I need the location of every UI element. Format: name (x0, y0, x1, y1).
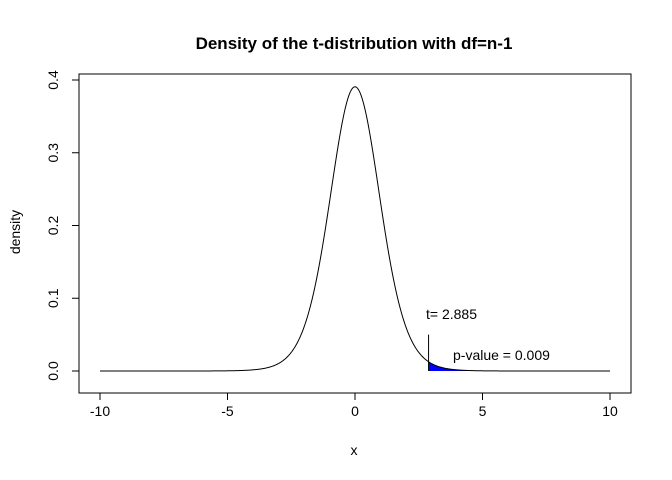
x-tick-label: 10 (602, 403, 618, 419)
p-value-shaded-tail (428, 361, 483, 371)
x-tick-label: -5 (221, 403, 234, 419)
p-value-label: p-value = 0.009 (453, 347, 550, 363)
y-tick-label: 0.4 (45, 70, 61, 90)
plot-frame (78, 73, 632, 394)
x-tick-label: -10 (90, 403, 110, 419)
x-axis-label: x (351, 442, 358, 458)
chart-title: Density of the t-distribution with df=n-… (196, 34, 513, 53)
y-tick-label: 0.1 (45, 288, 61, 308)
y-tick-label: 0.2 (45, 216, 61, 236)
density-curve (100, 86, 610, 372)
x-tick-label: 5 (479, 403, 487, 419)
x-axis: -10 -5 0 5 10 (90, 392, 618, 419)
x-tick-label: 0 (351, 403, 359, 419)
t-statistic-label: t= 2.885 (426, 306, 477, 322)
y-tick-label: 0.3 (45, 143, 61, 163)
y-tick-label: 0.0 (45, 361, 61, 381)
y-axis-label: density (7, 210, 23, 254)
y-axis: 0.0 0.1 0.2 0.3 0.4 (45, 70, 80, 381)
